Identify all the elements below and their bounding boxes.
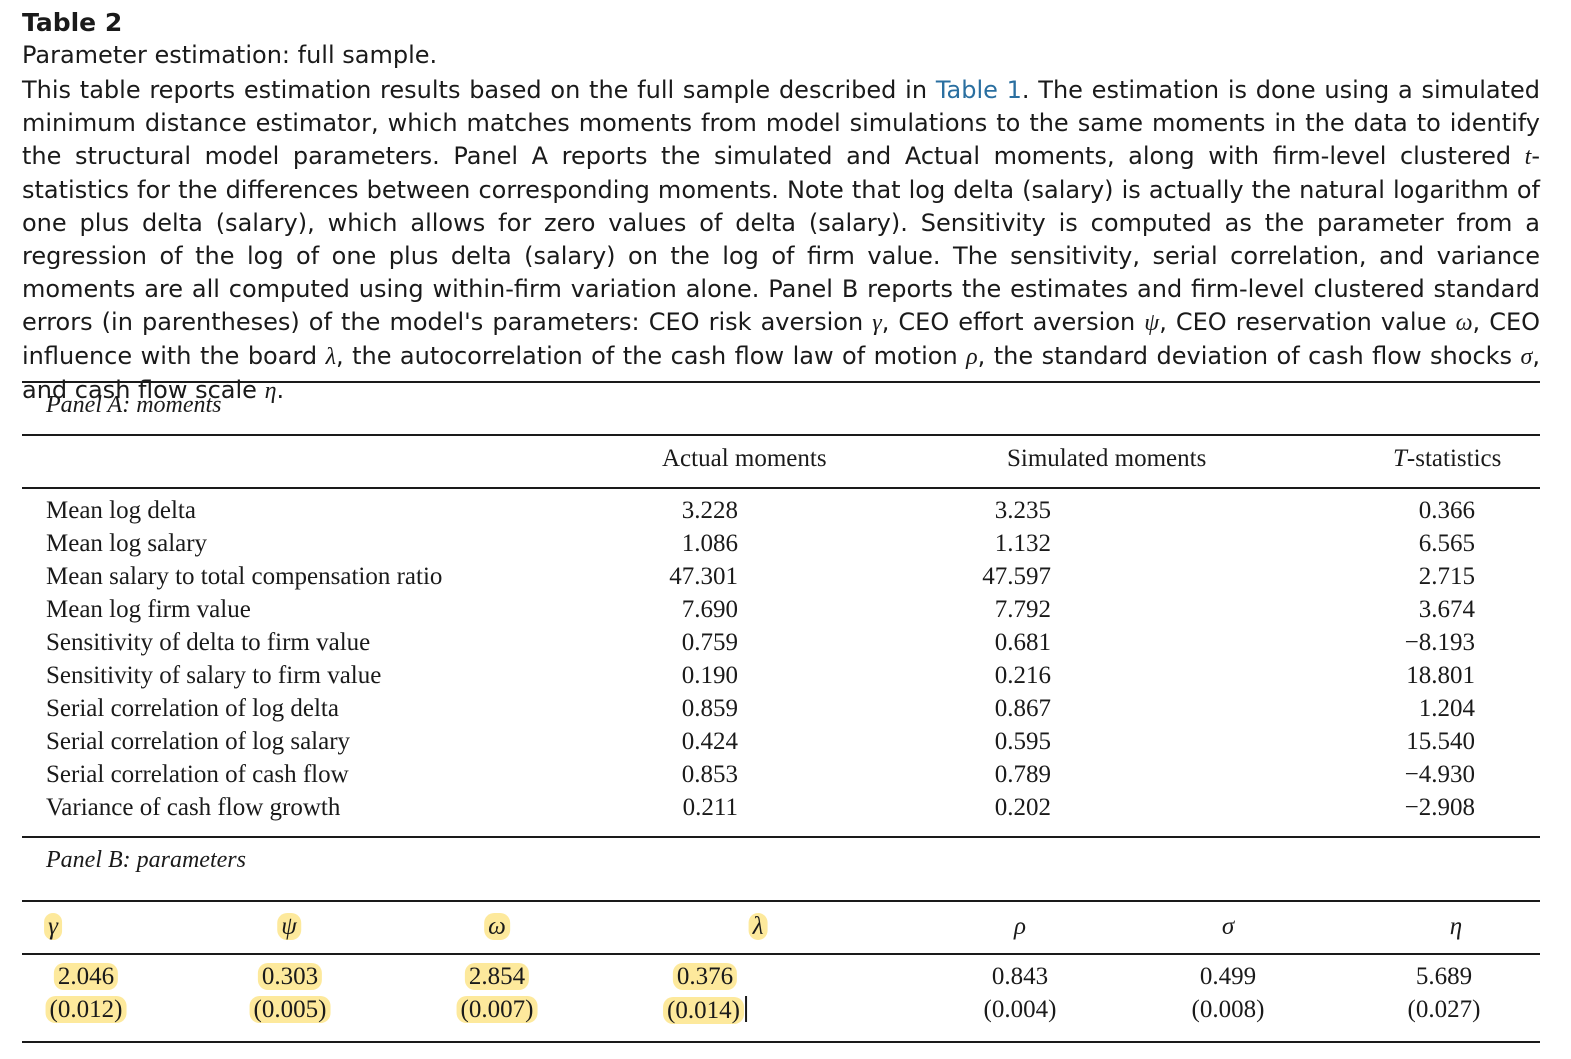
param-symbol: λ	[748, 913, 768, 941]
param-estimate: 0.499	[1199, 963, 1257, 990]
moment-t-value: 3.674	[1418, 596, 1475, 623]
moment-label: Serial correlation of log delta	[46, 695, 339, 722]
param-estimate: 5.689	[1415, 963, 1473, 990]
moment-label: Serial correlation of cash flow	[46, 761, 349, 788]
moment-simulated-value: 3.235	[994, 497, 1051, 524]
moment-label: Variance of cash flow growth	[46, 794, 341, 821]
table-caption: This table reports estimation results ba…	[22, 76, 1541, 404]
moment-actual-value: 0.190	[681, 662, 738, 689]
moment-simulated-value: 0.216	[994, 662, 1051, 689]
param-standard-error: (0.027)	[1407, 996, 1481, 1023]
param-standard-error: (0.005)	[249, 996, 331, 1024]
param-standard-error: (0.014)	[663, 996, 747, 1025]
param-estimate: 2.854	[464, 963, 530, 991]
panel-a-rule	[22, 434, 1540, 436]
param-symbol: σ	[1221, 913, 1235, 940]
moment-actual-value: 0.853	[681, 761, 738, 788]
param-estimate: 2.046	[53, 963, 119, 991]
moment-actual-value: 1.086	[681, 530, 738, 557]
moment-simulated-value: 47.597	[982, 563, 1051, 590]
moment-simulated-value: 1.132	[994, 530, 1051, 557]
table-1-link[interactable]: Table 1	[935, 76, 1022, 104]
param-estimate: 0.376	[672, 963, 738, 991]
moment-label: Mean log salary	[46, 530, 208, 557]
panel-b-header-rule	[22, 953, 1540, 955]
moment-label: Serial correlation of log salary	[46, 728, 351, 755]
moment-label: Mean salary to total compensation ratio	[46, 563, 443, 590]
moment-actual-value: 0.211	[682, 794, 738, 821]
moment-simulated-value: 0.202	[994, 794, 1051, 821]
param-standard-error: (0.008)	[1191, 996, 1265, 1023]
panel-b-label: Panel B: parameters	[46, 847, 246, 873]
param-standard-error: (0.012)	[45, 996, 127, 1024]
moment-t-value: 6.565	[1418, 530, 1475, 557]
moment-label: Sensitivity of salary to firm value	[46, 662, 382, 689]
moment-t-value: 1.204	[1418, 695, 1475, 722]
moment-label: Sensitivity of delta to firm value	[46, 629, 371, 656]
header-rule	[22, 487, 1540, 489]
panel-a-bottom-rule	[22, 836, 1540, 838]
param-standard-error: (0.007)	[456, 996, 538, 1024]
param-symbol: ω	[484, 913, 510, 941]
moment-actual-value: 3.228	[681, 497, 738, 524]
moment-simulated-value: 0.789	[994, 761, 1051, 788]
panel-b-rule	[22, 900, 1540, 902]
moment-actual-value: 0.424	[681, 728, 738, 755]
moment-label: Mean log delta	[46, 497, 196, 524]
param-standard-error: (0.004)	[983, 996, 1057, 1023]
param-estimate: 0.843	[991, 963, 1049, 990]
moment-t-value: 18.801	[1406, 662, 1475, 689]
moment-actual-value: 0.759	[681, 629, 738, 656]
moment-t-value: −4.930	[1404, 761, 1475, 788]
moment-t-value: 0.366	[1418, 497, 1475, 524]
panel-a-label: Panel A: moments	[46, 392, 222, 418]
text-cursor	[744, 996, 747, 1022]
param-estimate: 0.303	[257, 963, 323, 991]
param-symbol: γ	[44, 913, 62, 941]
moment-simulated-value: 7.792	[994, 596, 1051, 623]
moment-simulated-value: 0.595	[994, 728, 1051, 755]
header-simulated-moments: Simulated moments	[1007, 445, 1207, 472]
moment-actual-value: 0.859	[681, 695, 738, 722]
moment-simulated-value: 0.867	[994, 695, 1051, 722]
moment-actual-value: 47.301	[669, 563, 738, 590]
param-symbol: ρ	[1014, 913, 1026, 940]
moment-actual-value: 7.690	[681, 596, 738, 623]
table-label: Table 2	[22, 8, 123, 37]
bottom-rule	[22, 1041, 1540, 1043]
moment-t-value: 2.715	[1418, 563, 1475, 590]
param-symbol: ψ	[277, 913, 301, 941]
header-t-statistics: T-statistics	[1393, 445, 1502, 472]
moment-t-value: −8.193	[1404, 629, 1475, 656]
param-symbol: η	[1449, 913, 1463, 940]
top-rule	[22, 381, 1540, 383]
moment-t-value: 15.540	[1406, 728, 1475, 755]
moment-t-value: −2.908	[1404, 794, 1475, 821]
moment-simulated-value: 0.681	[994, 629, 1051, 656]
header-actual-moments: Actual moments	[662, 445, 827, 472]
moment-label: Mean log firm value	[46, 596, 251, 623]
table-title: Parameter estimation: full sample.	[22, 41, 438, 69]
